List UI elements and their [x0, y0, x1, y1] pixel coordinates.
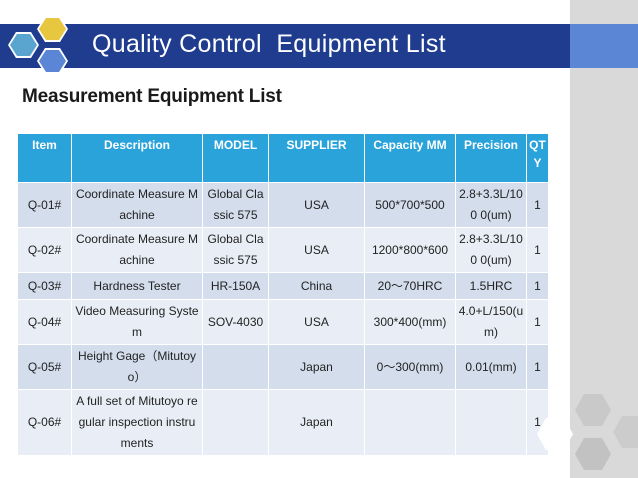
cell-description: Video Measuring System — [71, 299, 203, 345]
cell-precision: 2.8+3.3L/100 0(um) — [455, 182, 527, 228]
cell-capacity: 300*400(mm) — [364, 299, 456, 345]
header-model: MODEL — [202, 133, 269, 183]
title-bar-accent — [570, 24, 638, 68]
table-row: Q-02# Coordinate Measure Machine Global … — [17, 227, 549, 273]
hexagon-shape — [537, 418, 573, 450]
cell-qty: 1 — [526, 299, 549, 345]
cell-precision: 4.0+L/150(um) — [455, 299, 527, 345]
hexagon-cluster-icon — [8, 16, 68, 74]
cell-item: Q-05# — [17, 344, 72, 390]
cell-qty: 1 — [526, 227, 549, 273]
cell-capacity — [364, 389, 456, 456]
header-precision: Precision — [455, 133, 527, 183]
cell-precision: 2.8+3.3L/100 0(um) — [455, 227, 527, 273]
table-row: Q-04# Video Measuring System SOV-4030 US… — [17, 299, 549, 345]
cell-supplier: USA — [268, 227, 365, 273]
cell-description: Height Gage（Mitutoyo） — [71, 344, 203, 390]
slide-title: Quality Control Equipment List — [92, 30, 446, 58]
cell-model — [202, 389, 269, 456]
cell-model: HR-150A — [202, 272, 269, 300]
hexagon-pattern-icon — [537, 394, 638, 470]
cell-supplier: USA — [268, 182, 365, 228]
table-row: Q-05# Height Gage（Mitutoyo） Japan 0～300(… — [17, 344, 549, 390]
cell-precision: 0.01(mm) — [455, 344, 527, 390]
cell-precision — [455, 389, 527, 456]
table-heading: Measurement Equipment List — [22, 86, 282, 107]
header-description: Description — [71, 133, 203, 183]
table-row: Q-06# A full set of Mitutoyo regular ins… — [17, 389, 549, 456]
table-row: Q-01# Coordinate Measure Machine Global … — [17, 182, 549, 228]
cell-capacity: 500*700*500 — [364, 182, 456, 228]
cell-supplier: China — [268, 272, 365, 300]
cell-supplier: USA — [268, 299, 365, 345]
hexagon-shape — [575, 394, 611, 426]
cell-precision: 1.5HRC — [455, 272, 527, 300]
cell-model: SOV-4030 — [202, 299, 269, 345]
cell-description: A full set of Mitutoyo regular inspectio… — [71, 389, 203, 456]
hexagon-shape — [39, 18, 66, 40]
cell-capacity: 20～70HRC — [364, 272, 456, 300]
title-bar — [0, 24, 570, 68]
equipment-table: Item Description MODEL SUPPLIER Capacity… — [17, 133, 549, 456]
cell-model — [202, 344, 269, 390]
cell-supplier: Japan — [268, 344, 365, 390]
cell-supplier: Japan — [268, 389, 365, 456]
header-qty: QTY — [526, 133, 549, 183]
hexagon-shape — [39, 50, 66, 72]
cell-item: Q-02# — [17, 227, 72, 273]
header-capacity: Capacity MM — [364, 133, 456, 183]
cell-model: Global Classic 575 — [202, 182, 269, 228]
table-row: Q-03# Hardness Tester HR-150A China 20～7… — [17, 272, 549, 300]
header-supplier: SUPPLIER — [268, 133, 365, 183]
cell-item: Q-04# — [17, 299, 72, 345]
cell-capacity: 1200*800*600 — [364, 227, 456, 273]
cell-item: Q-01# — [17, 182, 72, 228]
cell-model: Global Classic 575 — [202, 227, 269, 273]
cell-description: Hardness Tester — [71, 272, 203, 300]
cell-qty: 1 — [526, 182, 549, 228]
hexagon-shape — [613, 416, 638, 448]
cell-description: Coordinate Measure Machine — [71, 227, 203, 273]
header-item: Item — [17, 133, 72, 183]
cell-qty: 1 — [526, 344, 549, 390]
cell-description: Coordinate Measure Machine — [71, 182, 203, 228]
hexagon-shape — [575, 438, 611, 470]
cell-item: Q-03# — [17, 272, 72, 300]
cell-capacity: 0～300(mm) — [364, 344, 456, 390]
cell-qty: 1 — [526, 272, 549, 300]
table-header-row: Item Description MODEL SUPPLIER Capacity… — [17, 133, 549, 183]
hexagon-shape — [10, 34, 37, 56]
cell-item: Q-06# — [17, 389, 72, 456]
